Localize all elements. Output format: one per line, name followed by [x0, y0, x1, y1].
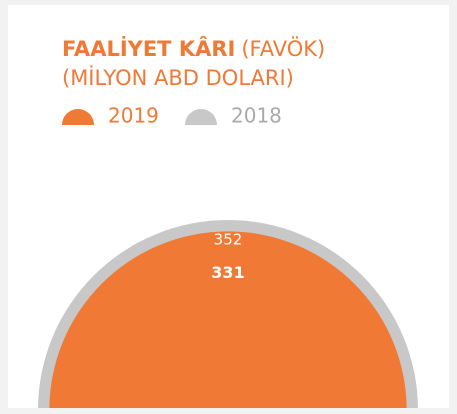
unit-label: (MİLYON ABD DOLARI)	[62, 65, 294, 90]
semicircle	[49, 231, 407, 408]
plot: 352 331	[38, 220, 418, 408]
legend-label: 2019	[108, 104, 159, 128]
legend-swatch	[185, 109, 217, 125]
title-note: (FAVÖK)	[241, 36, 325, 61]
legend-swatch	[62, 109, 94, 125]
value-label: 352	[214, 231, 243, 249]
chart-title-line: FAALİYET KÂRI (FAVÖK)	[62, 36, 325, 61]
value-label: 331	[211, 263, 244, 282]
legend-label: 2018	[231, 104, 282, 128]
legend: 2019 2018	[62, 104, 282, 128]
chart-title: FAALİYET KÂRI	[62, 36, 235, 61]
